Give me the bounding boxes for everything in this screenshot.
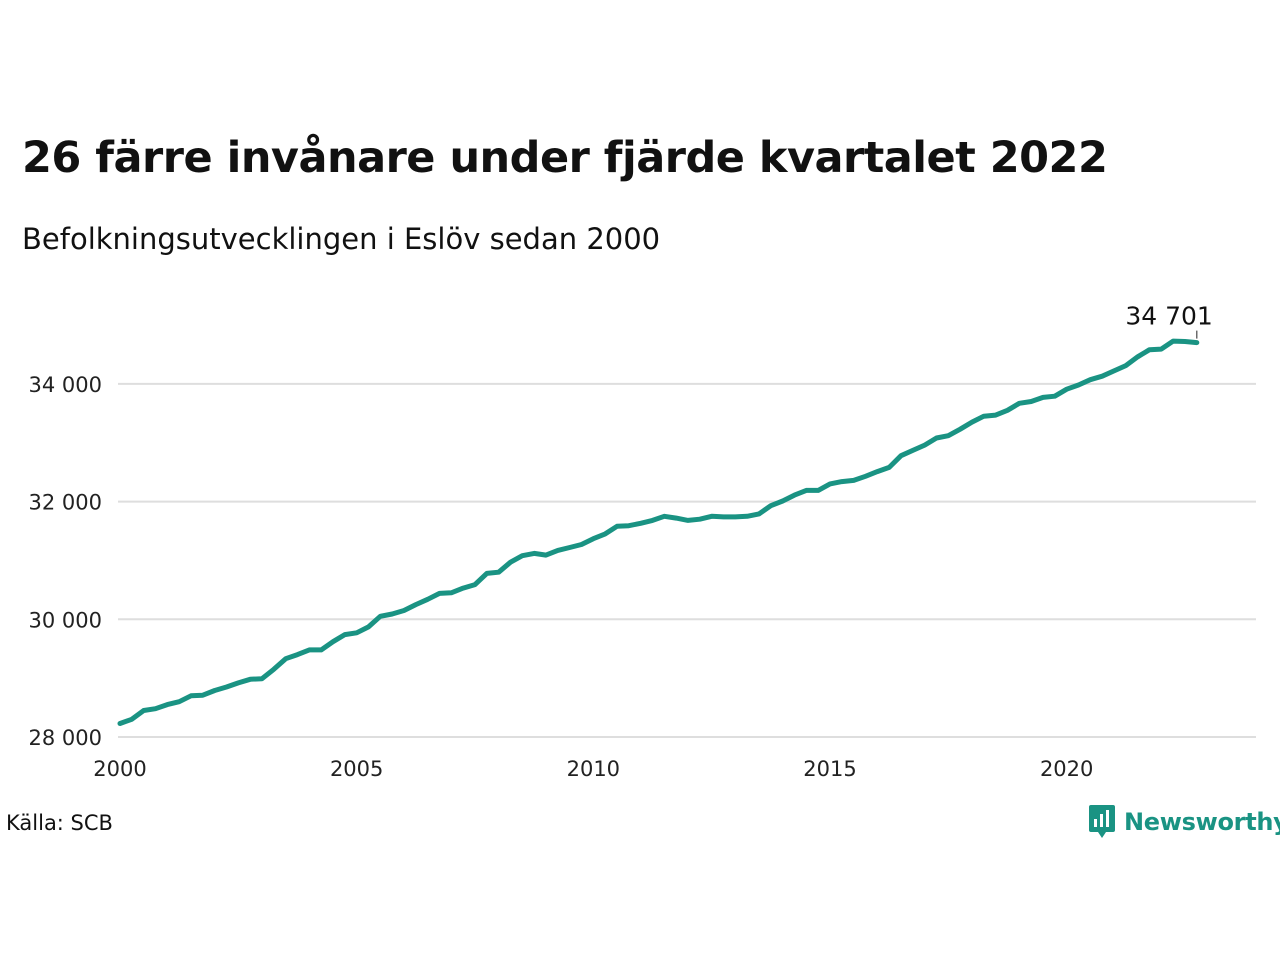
source-note: Källa: SCB	[6, 811, 113, 835]
brand[interactable]: Newsworthy	[1088, 804, 1280, 840]
x-tick-label: 2020	[1040, 757, 1093, 781]
x-tick-label: 2010	[567, 757, 620, 781]
y-tick-label: 34 000	[29, 373, 102, 397]
y-tick-label: 32 000	[29, 491, 102, 515]
y-tick-label: 30 000	[29, 608, 102, 632]
population-series-line	[117, 338, 1200, 726]
x-tick-label: 2000	[93, 757, 146, 781]
chart-subtitle: Befolkningsutvecklingen i Eslöv sedan 20…	[22, 222, 661, 256]
x-tick-label: 2005	[330, 757, 383, 781]
newsworthy-logo-icon	[1089, 805, 1115, 838]
chart-title: 26 färre invånare under fjärde kvartalet…	[22, 133, 1108, 183]
x-tick-label: 2015	[803, 757, 856, 781]
line-chart: 28 000 30 000 32 000 34 000 2000 2005 2010 201…	[29, 302, 1256, 781]
end-value-label: 34 701	[1125, 302, 1212, 331]
y-tick-label: 28 000	[29, 726, 102, 750]
brand-name: Newsworthy	[1124, 808, 1280, 836]
